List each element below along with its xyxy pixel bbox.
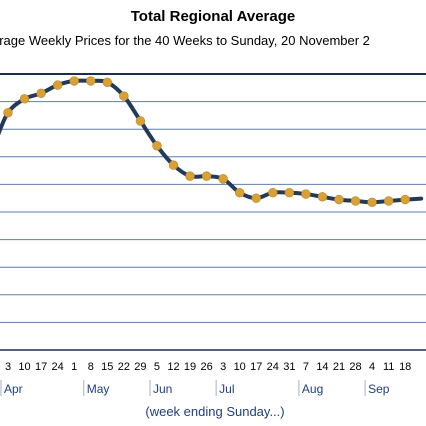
month-label: Jun: [153, 382, 172, 396]
data-point: [251, 193, 261, 203]
chart-title: Total Regional Average: [130, 8, 296, 25]
data-point: [268, 187, 278, 198]
month-label: Apr: [4, 382, 23, 396]
data-point: [69, 76, 79, 86]
data-point: [334, 194, 344, 205]
data-point: [218, 174, 228, 184]
x-tick-label: 10: [18, 361, 30, 373]
data-point: [350, 196, 361, 206]
x-tick-label: 28: [349, 361, 361, 373]
data-point: [135, 116, 146, 126]
month-label: Aug: [302, 382, 323, 396]
data-point: [367, 197, 377, 208]
x-tick-label: 7: [303, 361, 309, 373]
x-tick-label: 18: [399, 361, 411, 373]
x-tick-label: 10: [234, 361, 246, 373]
month-label: May: [87, 382, 110, 396]
x-tick-label: 4: [369, 361, 375, 373]
x-tick-label: 3: [5, 361, 11, 373]
data-point: [317, 192, 328, 202]
chart-subtitle: erage Weekly Prices for the 40 Weeks to …: [0, 33, 370, 48]
month-label: Jul: [219, 382, 234, 396]
plot-area: [0, 76, 424, 208]
data-point: [284, 187, 295, 198]
x-tick-label: 22: [118, 361, 130, 373]
x-tick-labels: 3 10 17 24 1 8 15 22 29 5 12 19 26 3 10 17 24 31 7 14 21 28 4 1…: [5, 361, 411, 373]
x-tick-label: 24: [267, 361, 279, 373]
data-point: [119, 91, 129, 101]
x-tick-label: 21: [333, 361, 345, 373]
data-point: [235, 187, 245, 198]
x-tick-label: 17: [35, 361, 47, 373]
data-point: [152, 141, 162, 151]
data-point: [168, 160, 179, 170]
x-tick-label: 24: [52, 361, 64, 373]
month-labels: Apr May Jun Jul Aug Sep: [0, 380, 390, 396]
x-axis-label: (week ending Sunday...): [145, 404, 285, 419]
x-tick-label: 3: [220, 361, 226, 373]
x-tick-label: 1: [71, 361, 77, 373]
data-point: [201, 171, 212, 181]
data-point: [400, 194, 410, 205]
x-tick-label: 17: [250, 361, 262, 373]
data-point: [36, 88, 46, 99]
data-point: [19, 94, 30, 104]
x-tick-label: 26: [200, 361, 212, 373]
data-point: [52, 80, 63, 90]
x-tick-label: 8: [88, 361, 94, 373]
data-point: [102, 77, 113, 87]
data-point: [383, 196, 394, 206]
x-tick-label: 5: [154, 361, 160, 373]
x-tick-label: 31: [283, 361, 295, 373]
x-tick-label: 12: [167, 361, 179, 373]
month-label: Sep: [368, 382, 390, 396]
x-tick-label: 14: [316, 361, 328, 373]
data-point: [185, 171, 195, 181]
data-point: [301, 189, 311, 199]
data-point: [86, 76, 96, 86]
x-tick-label: 11: [383, 361, 394, 373]
x-tick-label: 15: [101, 361, 113, 373]
data-point: [3, 107, 13, 118]
grid-lines: [0, 73, 426, 351]
x-tick-label: 29: [134, 361, 146, 373]
x-tick-label: 19: [184, 361, 196, 373]
